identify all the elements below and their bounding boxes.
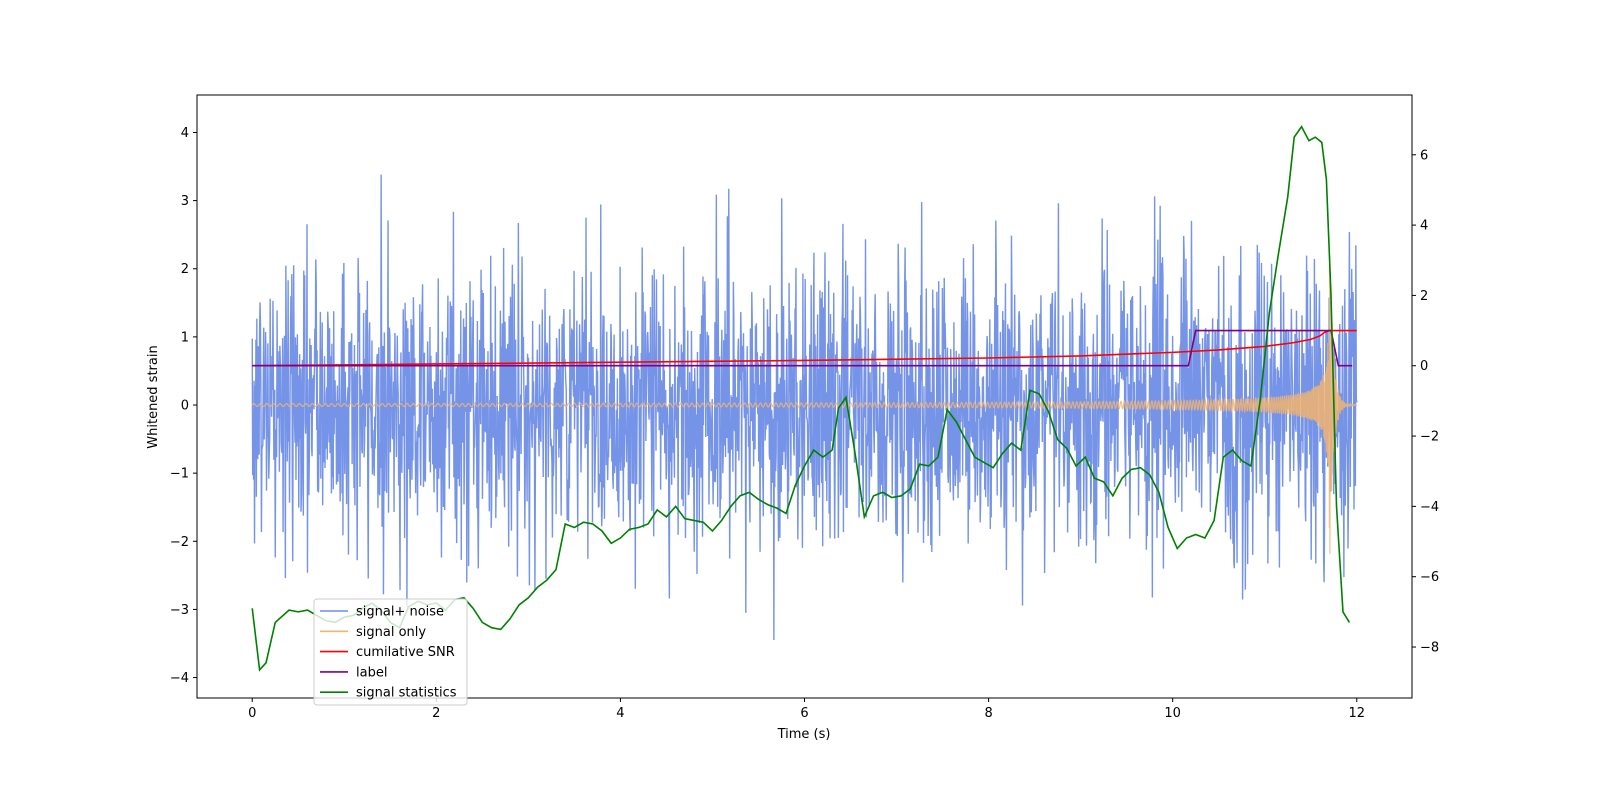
legend-box — [313, 598, 468, 706]
left-tick-label: 1 — [181, 330, 189, 345]
right-tick-label: 4 — [1420, 219, 1428, 234]
right-tick-label: −4 — [1420, 500, 1439, 515]
right-tick-label: 6 — [1420, 148, 1428, 163]
left-y-axis: −4 −3 −2 −1 0 1 2 3 4 — [170, 126, 197, 686]
legend-label: signal+ noise — [356, 605, 444, 620]
left-tick-label: −3 — [170, 603, 189, 618]
right-tick-label: 2 — [1420, 289, 1428, 304]
y-axis-label: Whitened strain — [146, 345, 161, 448]
x-tick-label: 0 — [248, 706, 256, 721]
right-tick-label: −6 — [1420, 570, 1439, 585]
x-axis-label: Time (s) — [777, 727, 831, 742]
x-tick-label: 4 — [616, 706, 624, 721]
legend-label: label — [356, 665, 387, 680]
left-tick-label: −2 — [170, 535, 189, 550]
x-tick-label: 6 — [800, 706, 808, 721]
legend-label: cumilative SNR — [356, 645, 455, 660]
series-signal-only — [251, 256, 1358, 554]
left-tick-label: 2 — [181, 262, 189, 277]
x-tick-label: 10 — [1164, 706, 1181, 721]
right-tick-label: −8 — [1420, 641, 1439, 656]
right-tick-label: 0 — [1420, 359, 1428, 374]
series-cumilative-snr — [252, 329, 1357, 367]
series-signal-noise — [251, 174, 1358, 641]
x-tick-label: 12 — [1348, 706, 1365, 721]
left-tick-label: 4 — [181, 126, 189, 141]
series-label — [252, 329, 1353, 367]
left-tick-label: −1 — [170, 467, 189, 482]
left-tick-label: 0 — [181, 399, 189, 414]
legend: signal+ noise signal only cumilative SNR la… — [313, 598, 468, 706]
x-axis: 0 2 4 6 8 10 12 — [248, 698, 1365, 721]
plot-area — [251, 125, 1358, 672]
legend-label: signal statistics — [356, 686, 457, 701]
left-tick-label: −4 — [170, 671, 189, 686]
x-tick-label: 8 — [984, 706, 992, 721]
right-tick-label: −2 — [1420, 430, 1439, 445]
right-y-axis: −8 −6 −4 −2 0 2 4 6 — [1412, 148, 1439, 656]
left-tick-label: 3 — [181, 194, 189, 209]
legend-label: signal only — [356, 625, 426, 640]
x-tick-label: 2 — [432, 706, 440, 721]
